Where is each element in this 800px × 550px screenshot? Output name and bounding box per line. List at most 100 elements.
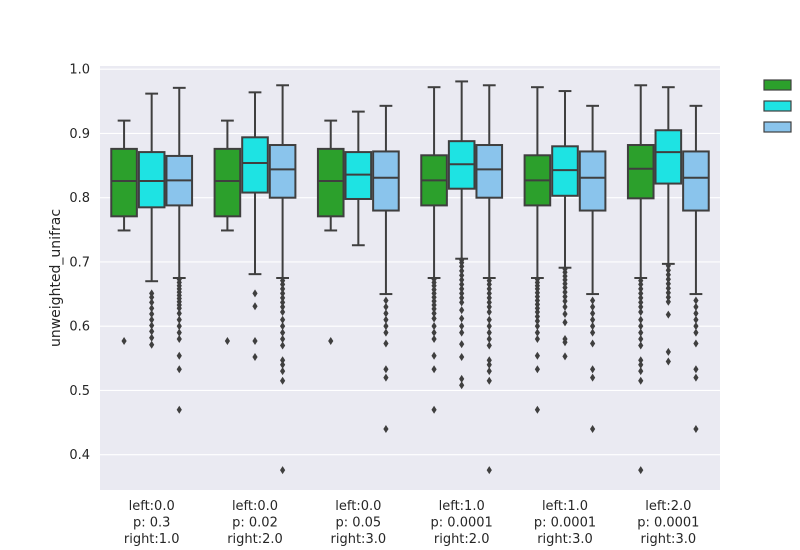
y-tick-label: 0.8: [69, 191, 90, 206]
outlier-point: [149, 333, 155, 342]
box: [475, 84, 504, 475]
box: [344, 110, 373, 247]
outlier-point: [280, 322, 286, 331]
outlier-point: [534, 351, 540, 360]
outlier-point: [149, 298, 155, 307]
outlier-point: [486, 315, 492, 324]
outlier-point: [590, 302, 596, 311]
box: [213, 119, 242, 345]
outlier-point: [534, 312, 540, 321]
outlier-point: [431, 335, 437, 344]
x-tick-label: left:0.0 p: 0.3 right:1.0: [124, 499, 180, 547]
outlier-point: [638, 298, 644, 307]
outlier-point: [562, 309, 568, 318]
outlier-point: [590, 309, 596, 318]
outlier-point: [431, 322, 437, 331]
outlier-point: [665, 284, 671, 293]
box: [137, 92, 166, 349]
outlier-point: [431, 304, 437, 313]
outlier-point: [486, 293, 492, 302]
outlier-point: [280, 360, 286, 369]
outlier-point: [149, 327, 155, 336]
outlier-point: [280, 284, 286, 293]
outlier-point: [693, 373, 699, 382]
y-tick-label: 0.4: [69, 448, 90, 463]
outlier-point: [665, 270, 671, 279]
outlier-point: [486, 308, 492, 317]
outlier-point: [665, 293, 671, 302]
outlier-point: [176, 322, 182, 331]
outlier-point: [383, 309, 389, 318]
outlier-point: [280, 293, 286, 302]
outlier-point: [280, 328, 286, 337]
outlier-point: [534, 335, 540, 344]
outlier-point: [638, 280, 644, 289]
outlier-point: [176, 309, 182, 318]
outlier-point: [459, 322, 465, 331]
outlier-point: [693, 296, 699, 305]
outlier-point: [590, 339, 596, 348]
legend: [763, 79, 792, 133]
outlier-point: [486, 356, 492, 365]
outlier-point: [638, 328, 644, 337]
outlier-point: [383, 328, 389, 337]
outlier-point: [431, 351, 437, 360]
outlier-point: [486, 289, 492, 298]
x-tick-label-line: p: 0.0001: [431, 516, 493, 531]
y-axis-ticks: 0.4 0.5 0.6 0.7 0.8 0.9 1.0: [69, 63, 90, 463]
box: [420, 86, 448, 414]
outlier-point: [665, 347, 671, 356]
outlier-point: [176, 365, 182, 374]
outlier-point: [486, 328, 492, 337]
outlier-point: [693, 365, 699, 374]
outlier-point: [638, 293, 644, 302]
legend-swatch: [763, 121, 792, 133]
outlier-point: [693, 309, 699, 318]
y-axis-label: unweighted_unifrac: [48, 209, 64, 347]
x-tick-label: left:0.0 p: 0.02 right:2.0: [227, 499, 283, 547]
outlier-point: [638, 360, 644, 369]
x-tick-label-line: right:3.0: [537, 532, 593, 547]
outlier-point: [562, 302, 568, 311]
outlier-point: [431, 328, 437, 337]
outlier-point: [252, 302, 258, 311]
outlier-point: [280, 315, 286, 324]
outlier-point: [486, 284, 492, 293]
outlier-point: [534, 322, 540, 331]
outlier-point: [149, 340, 155, 349]
outlier-point: [638, 315, 644, 324]
outlier-point: [459, 289, 465, 298]
outlier-point: [562, 292, 568, 301]
outlier-point: [562, 318, 568, 327]
box-group: [110, 86, 194, 414]
outlier-point: [280, 298, 286, 307]
outlier-point: [459, 284, 465, 293]
outlier-point: [534, 328, 540, 337]
box: [165, 86, 194, 414]
outlier-point: [280, 280, 286, 289]
x-tick-label-line: left:0.0: [335, 499, 381, 514]
box: [110, 119, 138, 345]
outlier-point: [149, 321, 155, 330]
outlier-point: [665, 261, 671, 270]
box-group: [626, 84, 710, 475]
outlier-point: [459, 381, 465, 390]
box: [241, 91, 269, 362]
box-body: [110, 147, 138, 218]
outlier-point: [121, 336, 127, 345]
x-tick-label-line: p: 0.0001: [534, 516, 596, 531]
outlier-point: [562, 338, 568, 347]
outlier-point: [459, 374, 465, 383]
outlier-point: [383, 322, 389, 331]
outlier-point: [459, 271, 465, 280]
outlier-point: [383, 373, 389, 382]
outlier-point: [590, 424, 596, 433]
outlier-point: [176, 405, 182, 414]
box-body: [372, 150, 400, 212]
outlier-point: [638, 289, 644, 298]
outlier-point: [693, 424, 699, 433]
box: [682, 104, 710, 433]
outlier-point: [562, 352, 568, 361]
outlier-point: [486, 367, 492, 376]
